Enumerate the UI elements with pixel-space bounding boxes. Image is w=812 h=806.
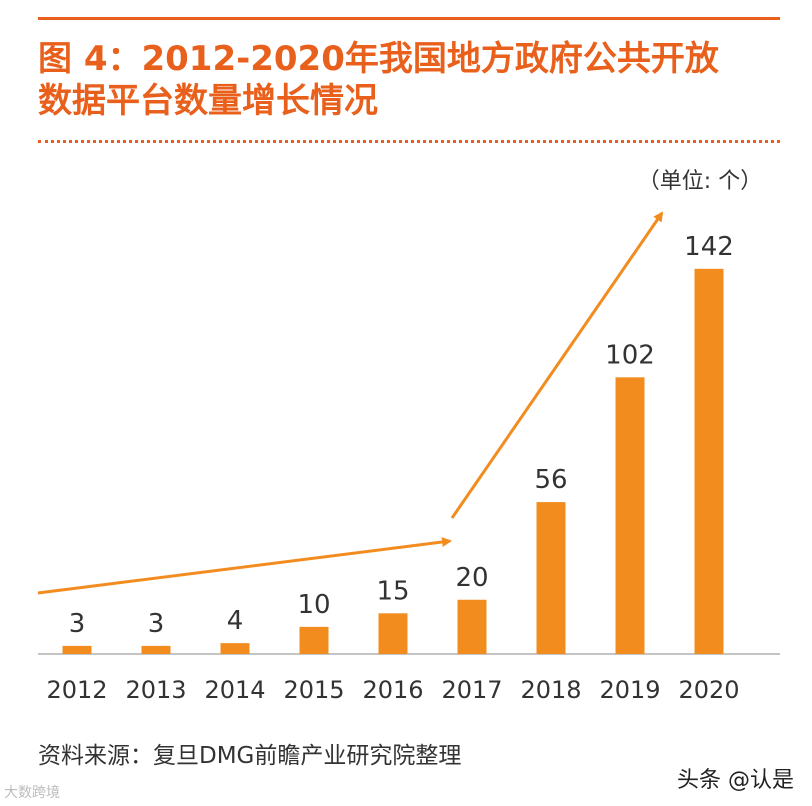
x-tick-2018: 2018 [520,676,581,704]
bar-2018 [536,502,566,654]
bar-2013 [141,645,171,654]
data-label-2018: 56 [534,465,567,495]
bar-2014 [220,643,250,654]
data-label-2020: 142 [684,232,734,262]
bar-2019 [615,377,645,654]
bar-2015 [299,626,329,654]
data-label-2014: 4 [227,606,244,636]
trend-arrow-flat [37,537,452,595]
x-tick-2016: 2016 [362,676,423,704]
x-tick-2014: 2014 [204,676,265,704]
watermark-right: 头条 @认是 [677,768,794,793]
bar-2012 [62,645,92,654]
x-tick-2017: 2017 [441,676,502,704]
x-tick-2015: 2015 [283,676,344,704]
trend-arrow-steep [450,211,664,519]
data-label-2012: 3 [69,609,86,639]
bar-2017 [457,599,487,654]
chart-title: 图 4：2012-2020年我国地方政府公共开放 数据平台数量增长情况 [38,38,778,122]
chart-title-line-2: 数据平台数量增长情况 [38,81,378,121]
top-accent-rule [38,17,780,20]
bar-2020 [694,268,724,654]
data-label-2015: 10 [297,590,330,620]
bars-group: 3 2012 3 2013 4 2014 10 2015 15 2016 20 2017 56 2018 1… [46,232,739,704]
data-label-2017: 20 [455,563,488,593]
title-divider [38,140,780,143]
data-label-2013: 3 [148,609,165,639]
x-tick-2013: 2013 [125,676,186,704]
bar-2016 [378,613,408,654]
x-tick-2012: 2012 [46,676,107,704]
unit-label: （单位: 个） [638,169,762,194]
source-note: 资料来源：复旦DMG前瞻产业研究院整理 [38,743,462,769]
chart-title-line-1: 图 4：2012-2020年我国地方政府公共开放 [38,39,719,79]
x-tick-2019: 2019 [599,676,660,704]
x-tick-2020: 2020 [678,676,739,704]
watermark-left: 大数跨境 [4,785,60,801]
data-label-2016: 15 [376,576,409,606]
data-label-2019: 102 [605,340,655,370]
